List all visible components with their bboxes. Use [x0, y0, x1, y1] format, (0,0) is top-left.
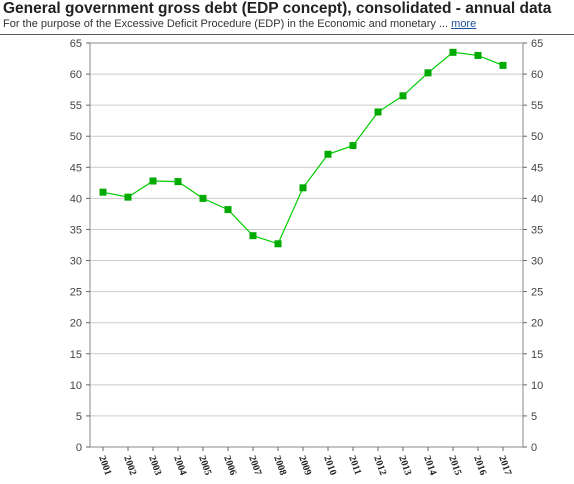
y-tick-label-left: 25: [70, 287, 82, 299]
data-point-marker[interactable]: [124, 193, 132, 201]
y-tick-label-right: 50: [531, 131, 543, 143]
x-tick-label: 2012: [371, 454, 388, 477]
more-link[interactable]: more: [451, 18, 477, 30]
series-line: [102, 51, 504, 245]
y-tick-label-right: 5: [531, 411, 537, 423]
x-tick-label: 2003: [146, 454, 163, 477]
data-point-marker[interactable]: [199, 194, 207, 202]
x-tick-label: 2011: [346, 454, 363, 476]
x-tick-label: 2016: [471, 454, 488, 477]
x-tick-label: 2008: [271, 454, 288, 477]
y-tick-label-right: 30: [531, 256, 543, 268]
y-tick-label-left: 60: [70, 69, 82, 81]
x-tick-label: 2006: [221, 454, 238, 477]
y-tick-label-left: 15: [70, 349, 82, 361]
data-point-marker[interactable]: [374, 108, 382, 116]
x-tick-label: 2017: [496, 454, 513, 477]
x-tick-label: 2002: [121, 454, 138, 477]
y-tick-label-right: 35: [531, 224, 543, 236]
data-point-marker[interactable]: [149, 177, 157, 185]
y-tick-label-left: 45: [70, 162, 82, 174]
x-tick-label: 2014: [421, 454, 438, 477]
x-tick-label: 2009: [296, 454, 313, 477]
plot-area: [89, 42, 524, 448]
x-tick-label: 2007: [246, 454, 263, 477]
y-tick-label-left: 10: [70, 380, 82, 392]
y-tick-label-left: 20: [70, 318, 82, 330]
data-point-marker[interactable]: [99, 188, 107, 196]
x-tick-label: 2015: [446, 454, 463, 477]
y-tick-label-right: 40: [531, 193, 543, 205]
x-tick-label: 2010: [321, 454, 338, 477]
data-point-marker[interactable]: [349, 142, 357, 150]
y-tick-label-right: 0: [531, 442, 537, 454]
y-tick-label-right: 10: [531, 380, 543, 392]
y-tick-label-right: 55: [531, 100, 543, 112]
chart-subtitle: For the purpose of the Excessive Deficit…: [3, 18, 476, 30]
y-tick-label-left: 40: [70, 193, 82, 205]
x-tick-label: 2013: [396, 454, 413, 477]
data-point-marker[interactable]: [249, 232, 257, 240]
y-tick-label-left: 0: [76, 442, 82, 454]
data-point-marker[interactable]: [299, 184, 307, 192]
data-point-marker[interactable]: [274, 240, 282, 248]
series-markers: [99, 48, 507, 248]
data-point-marker[interactable]: [424, 69, 432, 77]
x-tick-label: 2001: [96, 454, 113, 477]
data-point-marker[interactable]: [174, 178, 182, 186]
x-tick-label: 2004: [171, 454, 188, 477]
y-tick-label-left: 5: [76, 411, 82, 423]
y-tick-label-left: 50: [70, 131, 82, 143]
y-tick-label-left: 30: [70, 256, 82, 268]
y-tick-label-right: 65: [531, 38, 543, 50]
grid-lines: [90, 73, 523, 417]
data-point-marker[interactable]: [499, 61, 507, 69]
chart-title: General government gross debt (EDP conce…: [3, 0, 552, 17]
subtitle-text: For the purpose of the Excessive Deficit…: [3, 18, 449, 30]
y-tick-label-left: 35: [70, 224, 82, 236]
y-tick-label-right: 25: [531, 287, 543, 299]
y-tick-label-left: 55: [70, 100, 82, 112]
data-point-marker[interactable]: [324, 150, 332, 158]
x-tick-label: 2005: [196, 454, 213, 477]
chart-header: General government gross debt (EDP conce…: [0, 0, 574, 35]
data-point-marker[interactable]: [474, 51, 482, 59]
y-tick-label-right: 20: [531, 318, 543, 330]
y-tick-label-right: 15: [531, 349, 543, 361]
y-tick-label-right: 60: [531, 69, 543, 81]
data-point-marker[interactable]: [399, 92, 407, 100]
data-point-marker[interactable]: [449, 48, 457, 56]
data-point-marker[interactable]: [224, 206, 232, 214]
y-tick-label-left: 65: [70, 38, 82, 50]
y-tick-label-right: 45: [531, 162, 543, 174]
